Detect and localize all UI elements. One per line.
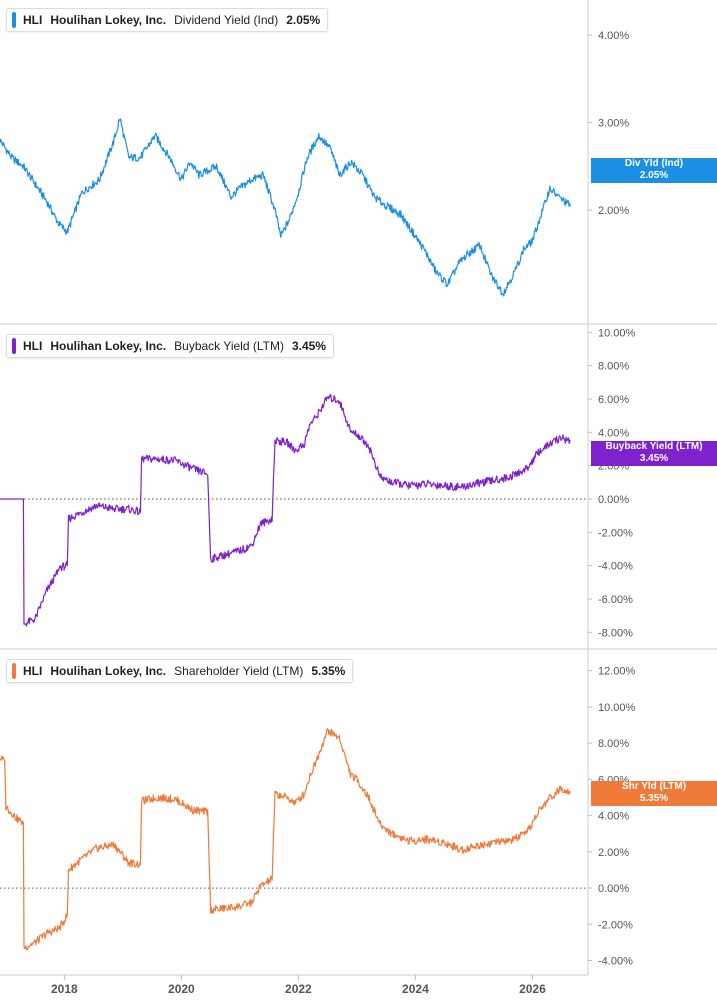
flag-label: Shr Yld (LTM) bbox=[621, 781, 687, 792]
flag-value: 5.35% bbox=[639, 793, 669, 804]
legend-company: Houlihan Lokey, Inc. bbox=[50, 664, 167, 678]
x-tick-label: 2018 bbox=[51, 982, 78, 996]
legend-value: 2.05% bbox=[286, 13, 321, 27]
buyback-yield-legend[interactable]: HLI Houlihan Lokey, Inc. Buyback Yield (… bbox=[6, 334, 334, 358]
series-line bbox=[0, 393, 571, 627]
y-tick-label: 0.00% bbox=[598, 494, 629, 506]
legend-metric: Buyback Yield (LTM) bbox=[174, 339, 284, 353]
y-tick-label: 6.00% bbox=[598, 394, 629, 406]
y-tick-label: -2.00% bbox=[598, 527, 633, 539]
shareholder-yield-flag: Shr Yld (LTM) 5.35% bbox=[591, 781, 717, 806]
buyback-yield-panel: -8.00%-6.00%-4.00%-2.00%0.00%2.00%4.00%6… bbox=[0, 323, 717, 649]
dividend-yield-flag: Div Yld (Ind) 2.05% bbox=[591, 158, 717, 183]
flag-label: Div Yld (Ind) bbox=[624, 158, 684, 169]
y-tick-label: 4.00% bbox=[598, 427, 629, 439]
legend-company: Houlihan Lokey, Inc. bbox=[50, 339, 167, 353]
y-tick-label: 4.00% bbox=[598, 811, 629, 823]
y-tick-label: -2.00% bbox=[598, 919, 633, 931]
y-tick-label: -4.00% bbox=[598, 956, 633, 968]
flag-label: Buyback Yield (LTM) bbox=[605, 441, 703, 452]
x-tick-label: 2022 bbox=[285, 982, 312, 996]
x-tick-label: 2020 bbox=[168, 982, 195, 996]
y-tick-label: -6.00% bbox=[598, 594, 633, 606]
legend-value: 3.45% bbox=[291, 339, 326, 353]
y-tick-label: 2.00% bbox=[598, 205, 629, 217]
y-tick-label: 10.00% bbox=[598, 702, 636, 714]
legend-ticker: HLI bbox=[23, 339, 43, 353]
shareholder-yield-panel: -4.00%-2.00%0.00%2.00%4.00%6.00%8.00%10.… bbox=[0, 648, 717, 975]
legend-ticker: HLI bbox=[23, 664, 43, 678]
legend-value: 5.35% bbox=[311, 664, 346, 678]
y-tick-label: 4.00% bbox=[598, 30, 629, 42]
dividend-yield-swatch bbox=[12, 12, 16, 28]
y-tick-label: 3.00% bbox=[598, 118, 629, 130]
y-tick-label: 10.00% bbox=[598, 327, 636, 339]
y-tick-label: 8.00% bbox=[598, 738, 629, 750]
buyback-yield-swatch bbox=[12, 338, 16, 354]
buyback-yield-flag: Buyback Yield (LTM) 3.45% bbox=[591, 441, 717, 466]
y-tick-label: 12.00% bbox=[598, 666, 636, 678]
x-tick-label: 2024 bbox=[402, 982, 429, 996]
shareholder-yield-legend[interactable]: HLI Houlihan Lokey, Inc. Shareholder Yie… bbox=[6, 659, 354, 683]
flag-value: 3.45% bbox=[639, 453, 669, 464]
x-axis: 2018 2020 2022 2024 2026 bbox=[0, 974, 588, 996]
y-tick-label: 2.00% bbox=[598, 847, 629, 859]
flag-value: 2.05% bbox=[639, 170, 669, 181]
legend-ticker: HLI bbox=[23, 13, 43, 27]
legend-company: Houlihan Lokey, Inc. bbox=[50, 13, 167, 27]
series-line bbox=[0, 118, 571, 297]
y-tick-label: 8.00% bbox=[598, 361, 629, 373]
y-tick-label: 0.00% bbox=[598, 883, 629, 895]
legend-metric: Shareholder Yield (LTM) bbox=[174, 664, 304, 678]
y-tick-label: -8.00% bbox=[598, 627, 633, 639]
dividend-yield-panel: 2.00% 3.00% 4.00% bbox=[0, 0, 629, 324]
series-line bbox=[0, 728, 571, 951]
x-tick-label: 2026 bbox=[519, 982, 546, 996]
y-tick-label: -4.00% bbox=[598, 561, 633, 573]
legend-metric: Dividend Yield (Ind) bbox=[174, 13, 279, 27]
dividend-yield-legend[interactable]: HLI Houlihan Lokey, Inc. Dividend Yield … bbox=[6, 8, 329, 32]
shareholder-yield-swatch bbox=[12, 663, 16, 679]
